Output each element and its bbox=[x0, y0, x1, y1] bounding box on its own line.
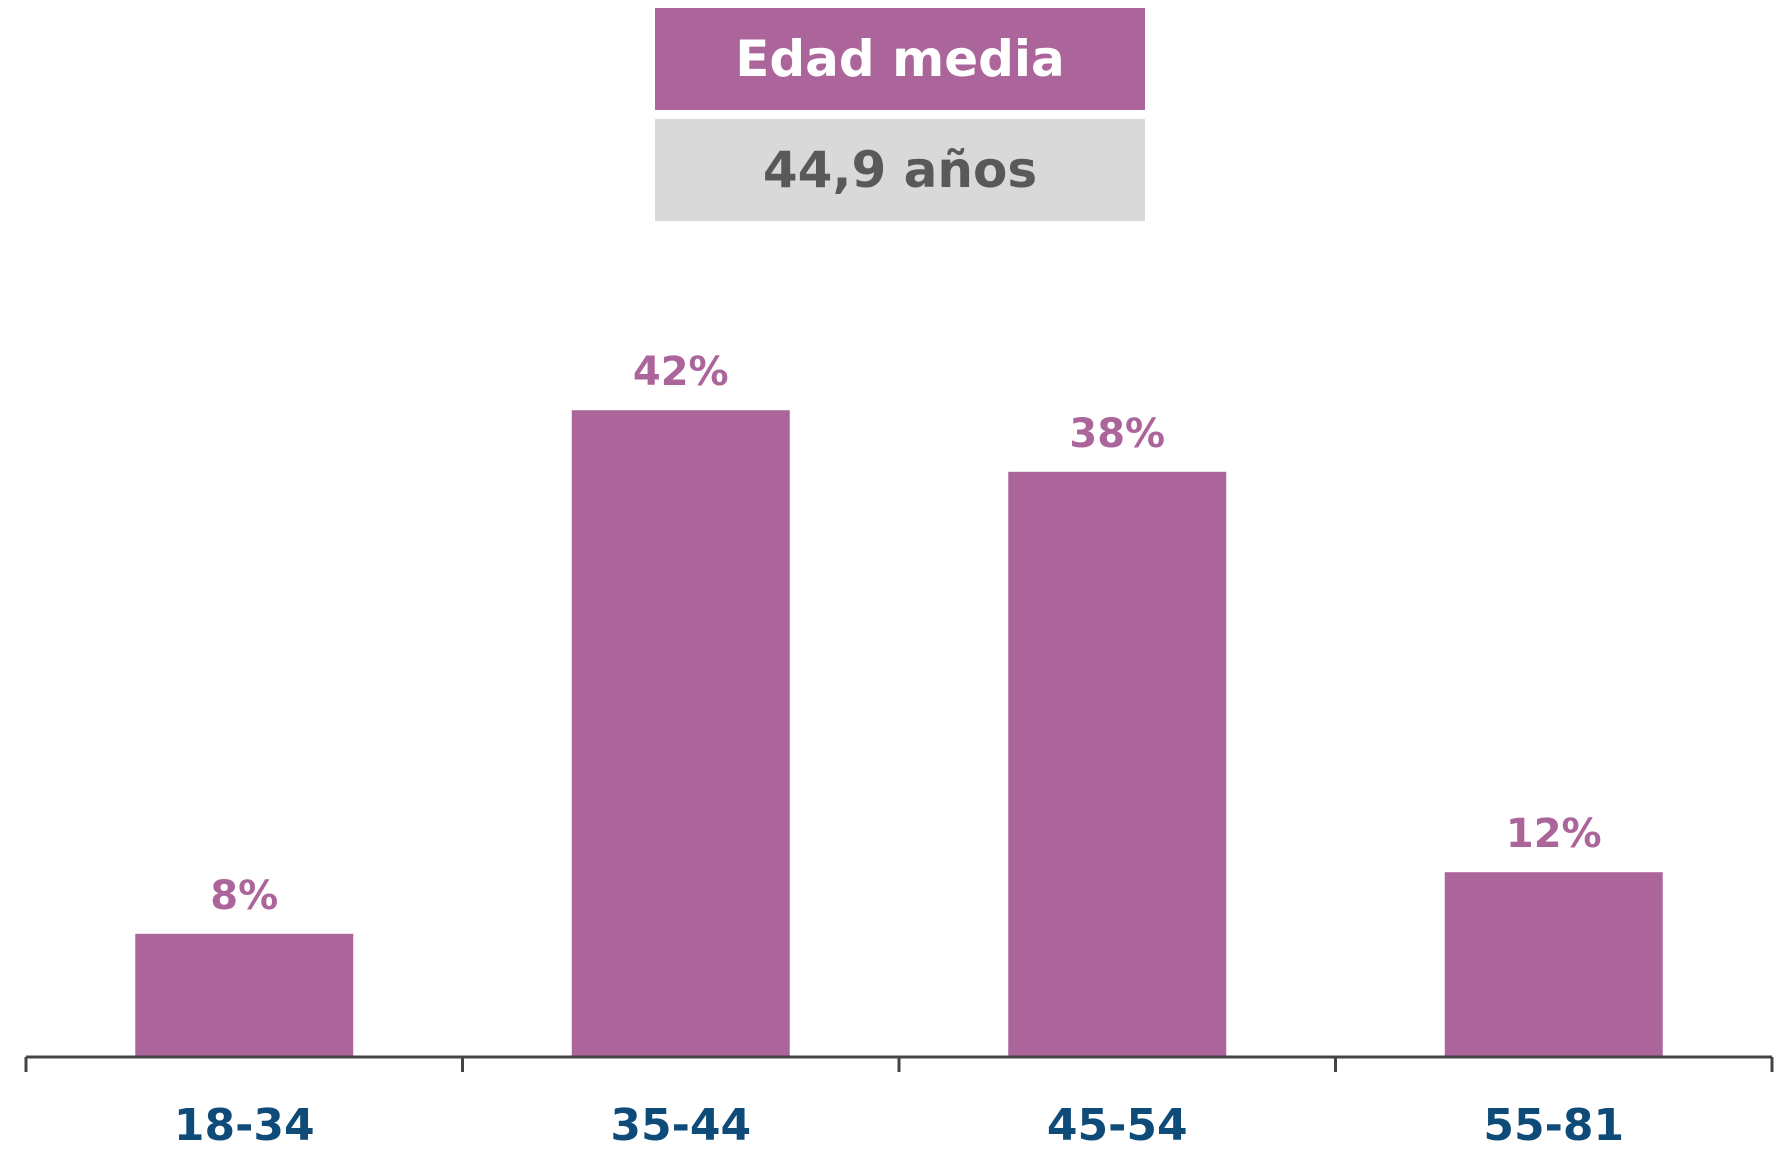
bar-45-54 bbox=[1008, 471, 1227, 1057]
category-label-55-81: 55-81 bbox=[1483, 1100, 1624, 1150]
average-age-header-box bbox=[655, 8, 1145, 110]
bar-55-81 bbox=[1444, 872, 1663, 1057]
average-age-value-box bbox=[655, 119, 1145, 221]
value-label-35-44: 42% bbox=[633, 349, 729, 395]
value-label-55-81: 12% bbox=[1506, 811, 1602, 857]
average-age-summary: Edad media 44,9 años bbox=[655, 8, 1145, 221]
plot-area: 8% 18-34 42% 35-44 38% 45-54 12% 55-81 bbox=[24, 349, 1774, 1150]
bar-35-44 bbox=[571, 410, 790, 1057]
category-label-45-54: 45-54 bbox=[1047, 1100, 1188, 1150]
category-label-35-44: 35-44 bbox=[610, 1100, 751, 1150]
category-label-18-34: 18-34 bbox=[174, 1100, 315, 1150]
average-age-value: 44,9 años bbox=[763, 141, 1037, 199]
average-age-label: Edad media bbox=[735, 30, 1065, 88]
value-label-45-54: 38% bbox=[1069, 411, 1165, 457]
bar-18-34 bbox=[135, 933, 354, 1057]
value-label-18-34: 8% bbox=[210, 873, 278, 919]
